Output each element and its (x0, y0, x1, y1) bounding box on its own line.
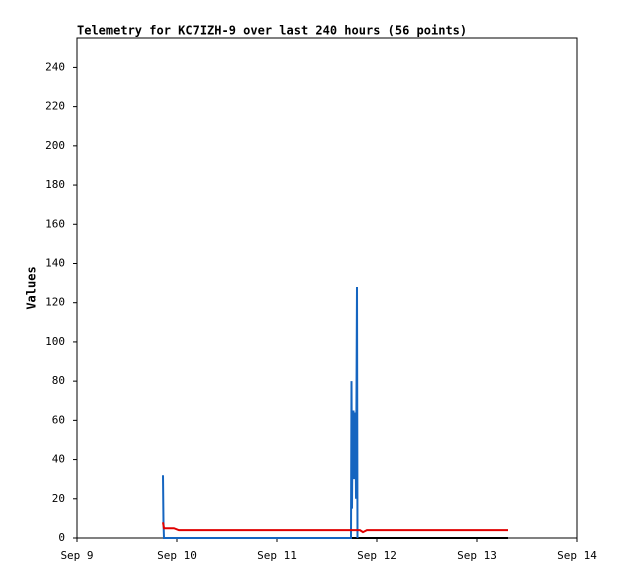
y-tick-label: 40 (52, 453, 65, 466)
y-axis-label: Values (25, 266, 39, 309)
x-tick-label: Sep 9 (60, 549, 93, 562)
y-tick-label: 20 (52, 492, 65, 505)
y-tick-label: 60 (52, 413, 65, 426)
y-tick-label: 160 (45, 217, 65, 230)
series-line (162, 522, 508, 534)
y-tick-label: 80 (52, 374, 65, 387)
y-tick-label: 200 (45, 139, 65, 152)
x-tick-label: Sep 11 (257, 549, 297, 562)
series-line (162, 287, 359, 539)
y-tick-label: 140 (45, 256, 65, 269)
y-tick-label: 240 (45, 60, 65, 73)
y-tick-label: 0 (58, 531, 65, 544)
y-tick-label: 120 (45, 296, 65, 309)
chart-title: Telemetry for KC7IZH-9 over last 240 hou… (77, 24, 467, 38)
plot-frame (76, 37, 578, 539)
y-tick-label: 180 (45, 178, 65, 191)
x-tick-label: Sep 12 (357, 549, 397, 562)
x-tick-label: Sep 14 (557, 549, 597, 562)
y-tick-label: 100 (45, 335, 65, 348)
x-tick-label: Sep 10 (157, 549, 197, 562)
y-tick-label: 220 (45, 100, 65, 113)
x-tick-label: Sep 13 (457, 549, 497, 562)
